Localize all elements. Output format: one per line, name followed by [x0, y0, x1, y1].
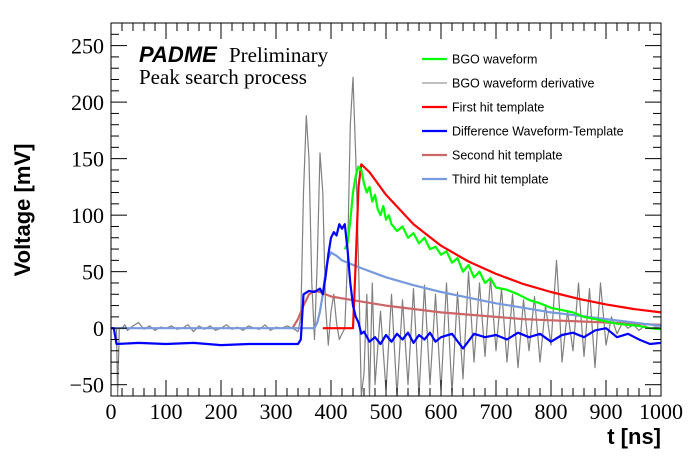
x-tick-label: 0	[106, 399, 117, 424]
legend: BGO waveform BGO waveform derivative First…	[422, 53, 624, 187]
y-axis-title: Voltage [mV]	[10, 144, 35, 277]
y-tick-label: 150	[71, 147, 104, 172]
experiment-label: PADME	[139, 42, 218, 67]
y-tick-label: −50	[70, 373, 104, 398]
subtitle-label: Peak search process	[139, 65, 307, 89]
x-tick-label: 800	[535, 399, 568, 424]
x-tick-label: 200	[205, 399, 238, 424]
legend-label: Second hit template	[452, 149, 563, 163]
y-tick-label: 50	[82, 260, 104, 285]
x-tick-label: 1000	[639, 399, 683, 424]
y-tick-label: 250	[71, 34, 104, 59]
x-tick-label: 400	[315, 399, 348, 424]
legend-label: BGO waveform derivative	[452, 77, 594, 91]
legend-label: BGO waveform	[452, 53, 537, 67]
x-tick-label: 500	[370, 399, 403, 424]
x-tick-label: 700	[480, 399, 513, 424]
series-line-bgo-waveform	[343, 165, 662, 331]
legend-label: Difference Waveform-Template	[452, 125, 624, 139]
series-line-first-hit-template	[322, 163, 662, 330]
x-tick-labels: 0 100 200 300 400 500 600 700 800 900 1000	[106, 399, 684, 424]
legend-label: First hit template	[452, 101, 544, 115]
series-layer	[111, 76, 662, 397]
x-tick-label: 300	[260, 399, 293, 424]
preliminary-label: Preliminary	[229, 43, 329, 67]
series-line-second-hit-template	[291, 289, 662, 329]
x-tick-label: 100	[150, 399, 183, 424]
ticks-layer	[110, 22, 662, 397]
x-tick-label: 900	[590, 399, 623, 424]
legend-label: Third hit template	[452, 173, 549, 187]
x-tick-label: 600	[425, 399, 458, 424]
x-axis-title: t [ns]	[607, 424, 661, 449]
y-tick-label: 200	[71, 90, 104, 115]
series-line-difference-waveform-template	[111, 223, 662, 350]
y-tick-labels: −50 0 50 100 150 200 250	[70, 34, 104, 398]
y-tick-label: 0	[93, 316, 104, 341]
y-tick-label: 100	[71, 203, 104, 228]
series-line-third-hit-template	[111, 251, 662, 330]
